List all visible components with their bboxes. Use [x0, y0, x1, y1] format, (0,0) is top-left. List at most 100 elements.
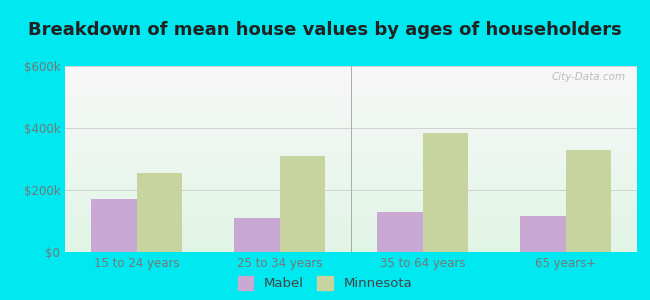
Legend: Mabel, Minnesota: Mabel, Minnesota — [238, 276, 412, 290]
Bar — [65, 246, 637, 247]
Bar — [65, 79, 637, 80]
Bar — [65, 66, 637, 67]
Bar — [65, 208, 637, 209]
Bar — [65, 226, 637, 227]
Bar — [65, 211, 637, 212]
Bar — [65, 183, 637, 184]
Bar — [65, 93, 637, 94]
Bar — [65, 213, 637, 214]
Bar — [65, 82, 637, 83]
Bar — [234, 218, 280, 252]
Bar — [566, 150, 611, 252]
Bar — [65, 177, 637, 178]
Bar — [65, 221, 637, 222]
Bar — [65, 127, 637, 128]
Bar — [65, 146, 637, 147]
Bar — [65, 214, 637, 215]
Bar — [65, 124, 637, 125]
Bar — [65, 76, 637, 77]
Bar — [65, 189, 637, 190]
Bar — [65, 100, 637, 101]
Bar — [65, 110, 637, 111]
Bar — [65, 244, 637, 245]
Bar — [65, 85, 637, 86]
Bar — [65, 73, 637, 74]
Bar — [65, 136, 637, 137]
Bar — [65, 154, 637, 155]
Bar — [65, 228, 637, 229]
Bar — [65, 174, 637, 175]
Bar — [65, 149, 637, 150]
Bar — [65, 209, 637, 210]
Bar — [65, 148, 637, 149]
Bar — [65, 243, 637, 244]
Bar — [65, 100, 637, 101]
Bar — [65, 140, 637, 141]
Bar — [65, 167, 637, 168]
Bar — [65, 80, 637, 81]
Bar — [65, 175, 637, 176]
Bar — [65, 117, 637, 118]
Bar — [65, 111, 637, 112]
Bar — [65, 161, 637, 162]
Bar — [65, 85, 637, 86]
Bar — [65, 84, 637, 85]
Bar — [65, 121, 637, 122]
Text: Breakdown of mean house values by ages of householders: Breakdown of mean house values by ages o… — [28, 21, 622, 39]
Bar — [65, 247, 637, 248]
Bar — [65, 230, 637, 231]
Bar — [65, 152, 637, 153]
Bar — [65, 229, 637, 230]
Bar — [65, 134, 637, 135]
Bar — [65, 163, 637, 164]
Bar — [65, 105, 637, 106]
Bar — [65, 225, 637, 226]
Bar — [65, 155, 637, 156]
Bar — [65, 202, 637, 203]
Bar — [65, 86, 637, 87]
Bar — [65, 216, 637, 217]
Text: City-Data.com: City-Data.com — [551, 72, 625, 82]
Bar — [65, 168, 637, 169]
Bar — [65, 227, 637, 228]
Bar — [520, 216, 566, 252]
Bar — [65, 142, 637, 143]
Bar — [65, 241, 637, 242]
Bar — [65, 118, 637, 119]
Bar — [65, 70, 637, 72]
Bar — [65, 106, 637, 107]
Bar — [65, 104, 637, 105]
Bar — [65, 109, 637, 110]
Bar — [65, 159, 637, 160]
Bar — [65, 133, 637, 134]
Bar — [65, 239, 637, 240]
Bar — [65, 72, 637, 73]
Bar — [65, 219, 637, 220]
Bar — [65, 166, 637, 167]
Bar — [65, 83, 637, 84]
Bar — [65, 156, 637, 157]
Bar — [65, 95, 637, 96]
Bar — [65, 195, 637, 196]
Bar — [65, 75, 637, 76]
Bar — [65, 222, 637, 223]
Bar — [65, 245, 637, 246]
Bar — [65, 94, 637, 95]
Bar — [65, 190, 637, 192]
Bar — [65, 233, 637, 234]
Bar — [65, 203, 637, 204]
Bar — [65, 236, 637, 237]
Bar — [65, 172, 637, 173]
Bar — [65, 125, 637, 126]
Bar — [65, 212, 637, 213]
Bar — [65, 234, 637, 235]
Bar — [65, 187, 637, 188]
Bar — [377, 212, 423, 252]
Bar — [65, 88, 637, 89]
Bar — [65, 176, 637, 177]
Bar — [65, 179, 637, 180]
Bar — [65, 123, 637, 124]
Bar — [65, 101, 637, 102]
Bar — [65, 205, 637, 206]
Bar — [65, 186, 637, 187]
